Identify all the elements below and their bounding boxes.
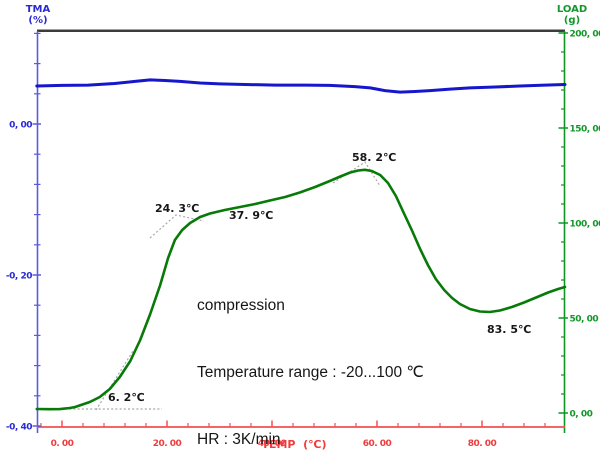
tma-curve [35,168,567,411]
onset-tangent-6-2 [95,350,134,411]
left-axis-tick-label: -0, 40 [6,423,32,433]
right-axis-tick-label: 0, 00 [570,410,593,420]
data-series [35,78,567,411]
x-axis-title: TEMP (℃) [261,438,327,451]
left-axis-title: TMA (%) [22,4,54,26]
left-axis-tick-label: -0, 20 [6,272,32,282]
left-axis-unit: (%) [28,15,48,26]
x-axis-tick-label: 20. 00 [153,439,182,449]
temp-annotation: 83. 5℃ [487,323,531,336]
info-line-heating-rate: HR : 3K/min [197,431,281,449]
temp-annotation: 37. 9℃ [229,209,273,222]
info-line-mode: compression [197,296,285,314]
peak-marker-58-2 [332,161,381,187]
left-axis-tick-label: 0, 00 [9,121,32,131]
right-axis-tick-label: 50, 00 [570,315,599,325]
info-line-temp-range: Temperature range : -20...100 ℃ [197,364,424,382]
right-axis-tick-label: 150, 00 [570,125,600,135]
temperature-annotations: 6. 2℃ 24. 3℃ 37. 9℃ 58. 2℃ 83. 5℃ [108,151,531,404]
temp-annotation: 6. 2℃ [108,391,145,404]
right-axis-name: LOAD [556,4,588,15]
right-axis-tick-label: 200, 00 [570,30,600,40]
load-curve [35,78,567,94]
x-axis-tick-label: 60. 00 [363,439,392,449]
right-axis-title: LOAD (g) [552,4,592,26]
peak-marker-24-3 [149,214,205,239]
temp-annotation: 58. 2℃ [352,151,396,164]
right-axis-unit: (g) [563,15,581,26]
x-axis-tick-label: 80. 00 [468,439,497,449]
axis-tick-labels: 0. 00 20. 00 40. 00 60. 00 80. 00 0, 00 -0, 20… [6,30,600,450]
axis-ticks [32,32,568,427]
right-axis-tick-label: 100, 00 [570,220,600,230]
temp-annotation: 24. 3℃ [155,202,199,215]
measurement-info-block: compression Temperature range : -20...10… [197,250,424,463]
x-axis-tick-label: 0. 00 [51,439,74,449]
left-axis-name: TMA [25,4,51,15]
x-axis-tick-label: 40. 00 [258,439,287,449]
